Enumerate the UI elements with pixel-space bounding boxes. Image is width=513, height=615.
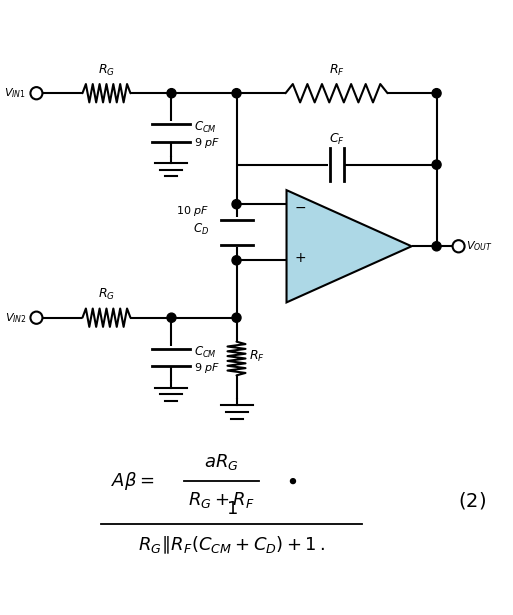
Circle shape xyxy=(30,87,43,100)
Text: $C_D$: $C_D$ xyxy=(193,222,209,237)
Text: $\bullet$: $\bullet$ xyxy=(285,471,298,491)
Text: $C_{CM}$: $C_{CM}$ xyxy=(194,121,217,135)
Circle shape xyxy=(452,240,465,252)
Text: $R_F$: $R_F$ xyxy=(249,349,265,363)
Text: $R_G\!\parallel\! R_F(C_{CM}+C_D)+1\,.$: $R_G\!\parallel\! R_F(C_{CM}+C_D)+1\,.$ xyxy=(138,535,325,557)
Polygon shape xyxy=(287,190,411,303)
Circle shape xyxy=(232,200,241,208)
Circle shape xyxy=(232,256,241,265)
Circle shape xyxy=(232,313,241,322)
Text: $R_G + R_F$: $R_G + R_F$ xyxy=(188,490,255,510)
Text: $+$: $+$ xyxy=(294,251,307,264)
Text: $10\ pF$: $10\ pF$ xyxy=(175,204,209,218)
Text: $R_G$: $R_G$ xyxy=(98,63,115,78)
Text: $C_{CM}$: $C_{CM}$ xyxy=(194,345,217,360)
Circle shape xyxy=(232,89,241,98)
Text: $V_{\mathit{IN}1}$: $V_{\mathit{IN}1}$ xyxy=(5,86,27,100)
Text: $-$: $-$ xyxy=(294,200,307,214)
Circle shape xyxy=(432,89,441,98)
Text: $9\ pF$: $9\ pF$ xyxy=(194,361,220,375)
Circle shape xyxy=(432,160,441,169)
Circle shape xyxy=(30,312,43,324)
Text: $V_{\mathit{OUT}}$: $V_{\mathit{OUT}}$ xyxy=(466,239,492,253)
Circle shape xyxy=(167,89,176,98)
Text: $(2)$: $(2)$ xyxy=(458,490,486,511)
Text: $R_F$: $R_F$ xyxy=(329,63,344,78)
Text: $aR_G$: $aR_G$ xyxy=(204,451,239,472)
Text: $R_G$: $R_G$ xyxy=(98,287,115,303)
Text: $A\beta =$: $A\beta =$ xyxy=(111,470,155,492)
Text: $1$: $1$ xyxy=(226,500,238,518)
Text: $C_F$: $C_F$ xyxy=(329,132,345,147)
Text: $9\ pF$: $9\ pF$ xyxy=(194,136,220,150)
Circle shape xyxy=(167,313,176,322)
Text: $V_{\mathit{IN}2}$: $V_{\mathit{IN}2}$ xyxy=(5,311,27,325)
Circle shape xyxy=(432,242,441,251)
